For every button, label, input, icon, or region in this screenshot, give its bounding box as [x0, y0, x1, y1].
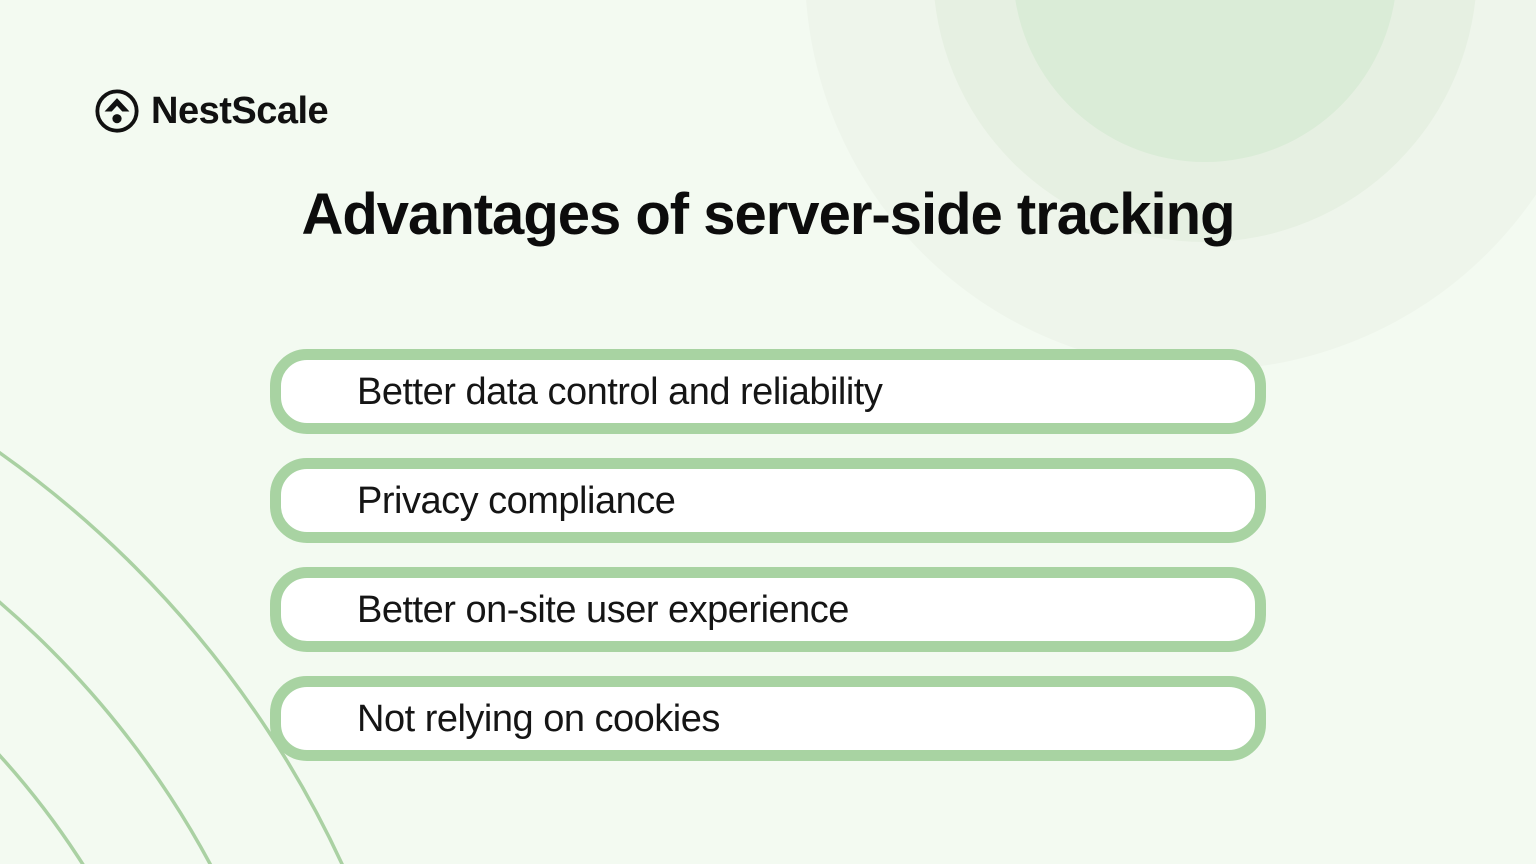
list-item: Better data control and reliability [270, 349, 1266, 434]
nestscale-logo-icon [95, 89, 139, 133]
list-item: Not relying on cookies [270, 676, 1266, 761]
brand-name: NestScale [151, 89, 329, 132]
page-title: Advantages of server-side tracking [301, 182, 1235, 247]
advantages-list: Better data control and reliability Priv… [270, 349, 1266, 761]
list-item-label: Better data control and reliability [357, 370, 883, 413]
list-item-label: Privacy compliance [357, 479, 676, 522]
list-item-label: Better on-site user experience [357, 588, 849, 631]
top-right-circle-inner [1015, 0, 1395, 162]
brand-logo: NestScale [94, 88, 329, 134]
list-item: Privacy compliance [270, 458, 1266, 543]
list-item: Better on-site user experience [270, 567, 1266, 652]
list-item-label: Not relying on cookies [357, 697, 720, 740]
